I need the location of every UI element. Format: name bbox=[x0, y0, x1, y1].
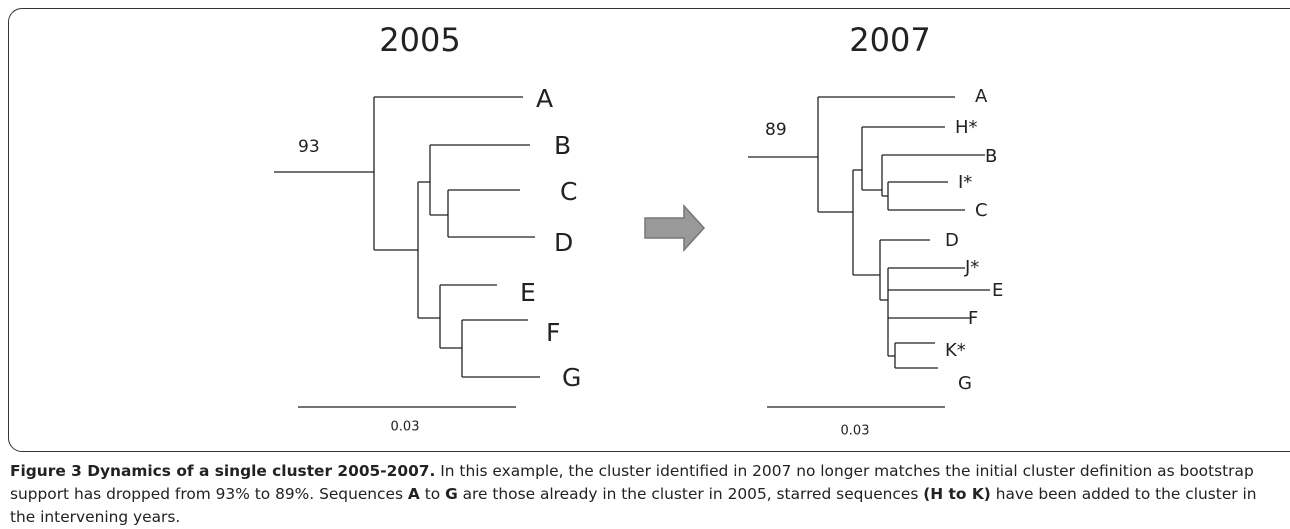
trees: 2005 2007 93 0.03 A B C D E F G bbox=[274, 21, 1003, 439]
caption-text: (H to K) bbox=[923, 485, 991, 503]
leaf-label: A bbox=[975, 86, 988, 107]
figure-frame bbox=[8, 8, 1290, 452]
tree-2007-branches bbox=[748, 96, 990, 408]
scale-label: 0.03 bbox=[841, 424, 870, 439]
tree-year: 2005 bbox=[379, 21, 460, 59]
leaf-label: B bbox=[554, 131, 571, 160]
leaf-label: D bbox=[554, 228, 573, 257]
leaf-label: E bbox=[520, 278, 536, 307]
leaf-label: K* bbox=[945, 340, 966, 361]
figure-caption: Figure 3 Dynamics of a single cluster 20… bbox=[10, 460, 1282, 529]
leaf-label: C bbox=[975, 200, 988, 221]
leaf-label: D bbox=[945, 230, 959, 251]
arrow bbox=[644, 204, 706, 252]
caption-text: are those already in the cluster in 2005… bbox=[457, 485, 924, 503]
leaf-label: C bbox=[560, 177, 577, 206]
leaf-label: G bbox=[562, 363, 581, 392]
caption-text: A bbox=[407, 485, 420, 503]
tree-2005-branches bbox=[274, 96, 540, 408]
bootstrap-value: 93 bbox=[298, 137, 320, 157]
leaf-label: A bbox=[536, 84, 553, 113]
leaf-label: H* bbox=[955, 117, 978, 138]
caption-text: to bbox=[419, 485, 446, 503]
leaf-label: G bbox=[958, 373, 972, 394]
leaf-label: E bbox=[992, 280, 1003, 301]
caption-text: In this example, the cluster identified … bbox=[10, 462, 1254, 503]
tree-year: 2007 bbox=[849, 21, 930, 59]
bootstrap-value: 89 bbox=[765, 120, 787, 140]
leaf-label: I* bbox=[958, 172, 972, 193]
caption-text: Figure 3 Dynamics of a single cluster 20… bbox=[10, 462, 436, 480]
leaf-label: J* bbox=[964, 257, 979, 278]
caption-text: have been added to the cluster in the in… bbox=[10, 485, 1257, 526]
scale-label: 0.03 bbox=[391, 420, 420, 435]
leaf-label: F bbox=[968, 308, 978, 329]
leaf-label: B bbox=[985, 146, 997, 167]
caption-text: G bbox=[445, 485, 458, 503]
leaf-label: F bbox=[546, 318, 560, 347]
